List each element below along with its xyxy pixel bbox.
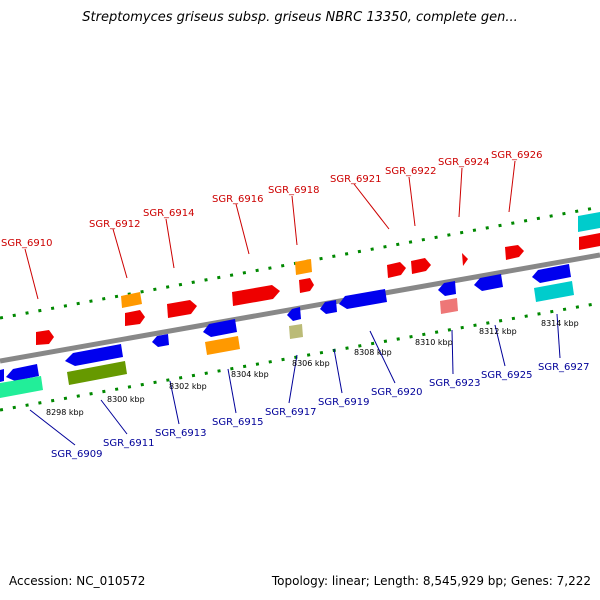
gene-sgr6909-blue bbox=[6, 364, 39, 381]
kbp-label: 8300 kbp bbox=[107, 395, 145, 404]
kbp-label: 8308 kbp bbox=[354, 348, 392, 357]
gene-sgr6918a bbox=[295, 259, 312, 275]
label-sgr6914[interactable]: SGR_6914 bbox=[143, 208, 195, 219]
kbp-label: 8298 kbp bbox=[46, 408, 84, 417]
label-sgr6912[interactable]: SGR_6912 bbox=[89, 219, 141, 230]
kbp-label: 8304 kbp bbox=[231, 370, 269, 379]
gene-sgr6921 bbox=[387, 262, 406, 278]
gene-right-cyan bbox=[578, 212, 600, 232]
gene-sgr6909-mint bbox=[0, 376, 43, 398]
label-sgr6923[interactable]: SGR_6923 bbox=[429, 378, 481, 389]
label-sgr6913[interactable]: SGR_6913 bbox=[155, 428, 207, 439]
gene-sgr6927-cyan bbox=[534, 281, 574, 302]
gene-sgr6922 bbox=[411, 258, 431, 274]
label-sgr6919[interactable]: SGR_6919 bbox=[318, 397, 370, 408]
genome-stats-text: Topology: linear; Length: 8,545,929 bp; … bbox=[271, 574, 591, 588]
gene-sgr6916 bbox=[232, 285, 280, 306]
kbp-label: 8312 kbp bbox=[479, 327, 517, 336]
gene-sgr6925 bbox=[474, 274, 503, 291]
gene-sgr6911-blue bbox=[65, 344, 123, 366]
gene-right-red bbox=[579, 233, 600, 250]
gene-sgr6918b bbox=[299, 278, 314, 293]
label-sgr6926[interactable]: SGR_6926 bbox=[491, 150, 543, 161]
kbp-label: 8310 kbp bbox=[415, 338, 453, 347]
reverse-genes[interactable] bbox=[0, 264, 574, 398]
gene-sgr6910 bbox=[36, 330, 54, 345]
label-sgr6922[interactable]: SGR_6922 bbox=[385, 166, 437, 177]
label-sgr6911[interactable]: SGR_6911 bbox=[103, 438, 155, 449]
gene-sgr6917-tan bbox=[289, 324, 303, 339]
gene-sgr6913 bbox=[152, 334, 169, 347]
label-sgr6927[interactable]: SGR_6927 bbox=[538, 362, 590, 373]
bottom-gene-labels: SGR_6909 SGR_6911 SGR_6913 SGR_6915 SGR_… bbox=[51, 362, 590, 460]
label-sgr6924[interactable]: SGR_6924 bbox=[438, 157, 490, 168]
gene-sgr6912b bbox=[125, 310, 145, 326]
kbp-label: 8302 kbp bbox=[169, 382, 207, 391]
gene-sgr6926 bbox=[505, 245, 524, 260]
gene-sgr6927-blue bbox=[532, 264, 571, 283]
bottom-label-leaders bbox=[29, 313, 561, 446]
map-title: Streptomyces griseus subsp. griseus NBRC… bbox=[82, 10, 518, 25]
kbp-label: 8314 kbp bbox=[541, 319, 579, 328]
label-sgr6915[interactable]: SGR_6915 bbox=[212, 417, 264, 428]
gene-sgr6915-blue bbox=[203, 319, 237, 337]
forward-genes[interactable] bbox=[36, 212, 600, 345]
top-gene-labels: SGR_6910 SGR_6912 SGR_6914 SGR_6916 SGR_… bbox=[1, 150, 543, 249]
top-label-leaders bbox=[24, 160, 516, 300]
label-sgr6925[interactable]: SGR_6925 bbox=[481, 370, 533, 381]
gene-sgr6924 bbox=[462, 253, 468, 266]
gene-sgr6920 bbox=[339, 289, 387, 309]
gene-sgr6915-orange bbox=[205, 336, 240, 355]
label-sgr6916[interactable]: SGR_6916 bbox=[212, 194, 264, 205]
label-sgr6909[interactable]: SGR_6909 bbox=[51, 449, 103, 460]
label-sgr6921[interactable]: SGR_6921 bbox=[330, 174, 382, 185]
gene-sgr6911-olive bbox=[67, 361, 127, 385]
bottom-strand-guide bbox=[0, 301, 600, 412]
label-sgr6910[interactable]: SGR_6910 bbox=[1, 238, 53, 249]
top-strand-guide bbox=[0, 205, 600, 320]
gene-sgr6919 bbox=[320, 300, 337, 314]
gene-sgr6914 bbox=[167, 300, 197, 318]
accession-text: Accession: NC_010572 bbox=[9, 574, 146, 588]
gene-sgr6917-blue bbox=[287, 307, 301, 321]
gene-sgr6923-pink bbox=[440, 298, 458, 314]
label-sgr6917[interactable]: SGR_6917 bbox=[265, 407, 317, 418]
label-sgr6920[interactable]: SGR_6920 bbox=[371, 387, 423, 398]
gene-left-blue-a bbox=[0, 369, 4, 382]
gene-sgr6912a bbox=[121, 292, 142, 308]
kbp-label: 8306 kbp bbox=[292, 359, 330, 368]
gene-sgr6923-blue bbox=[438, 281, 456, 296]
kbp-ruler-labels: 8298 kbp 8300 kbp 8302 kbp 8304 kbp 8306… bbox=[46, 319, 579, 417]
label-sgr6918[interactable]: SGR_6918 bbox=[268, 185, 320, 196]
